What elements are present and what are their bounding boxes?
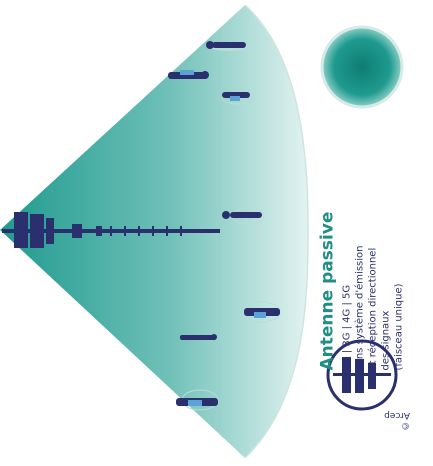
beam-cross-section [320, 25, 404, 109]
user-figure [180, 334, 217, 340]
description-line: (faisceau unique) [393, 282, 405, 370]
user-figure [221, 91, 255, 105]
user-figure [222, 207, 265, 225]
user-figure [176, 389, 219, 411]
description-line: et réception directionnel [367, 247, 379, 370]
credit-text: © Arcep [384, 410, 410, 430]
antenna-icon [326, 339, 398, 411]
antenna-type-title: Antenne passive [317, 211, 338, 370]
description-line: sans système d'émission [354, 245, 366, 370]
user-figure [243, 301, 281, 323]
user-figure [168, 70, 209, 79]
beam-edge [244, 4, 309, 459]
description-line: des signaux [380, 310, 392, 370]
antenna-mast [2, 212, 220, 248]
bands-text: 2G | 3G | 4G | 5G [341, 284, 353, 370]
user-figure [206, 41, 250, 51]
